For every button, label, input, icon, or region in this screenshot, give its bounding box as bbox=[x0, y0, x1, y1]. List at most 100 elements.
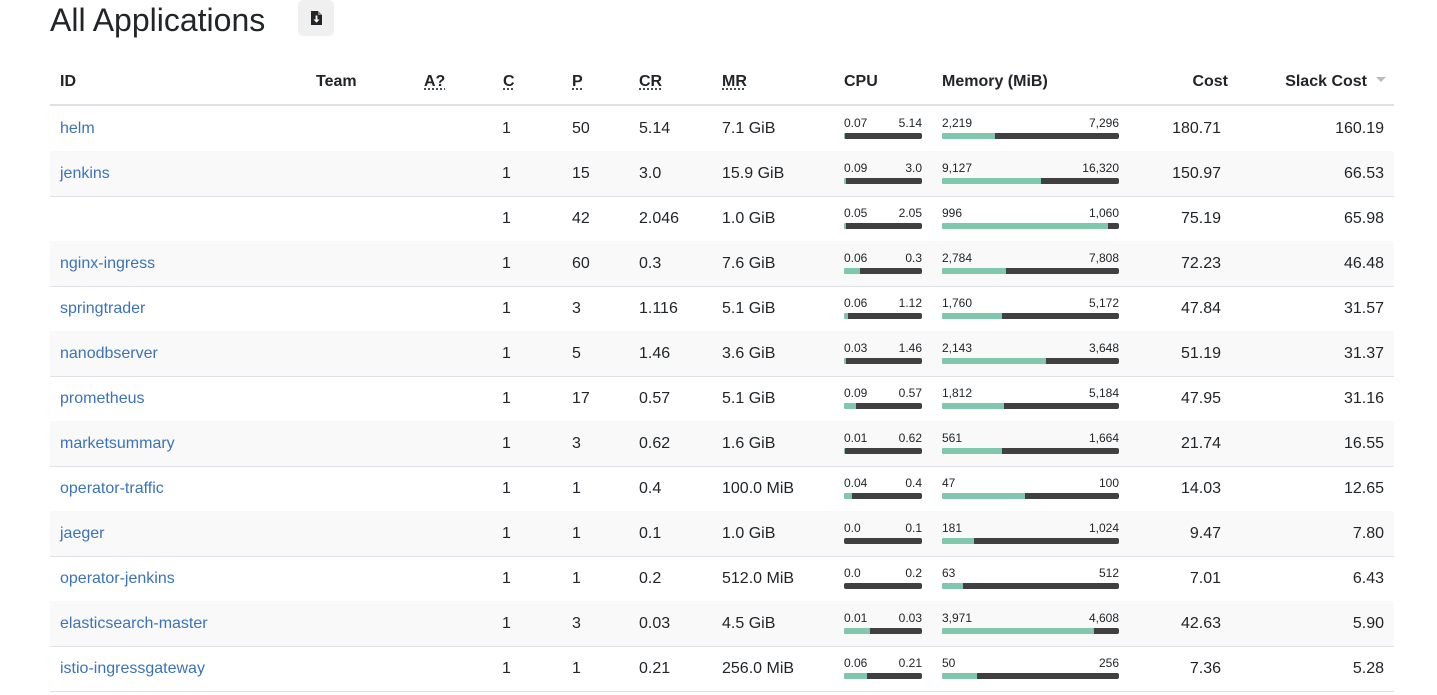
pods-cell: 42 bbox=[572, 209, 590, 227]
memory-bar-track bbox=[942, 673, 1119, 679]
clusters-cell: 1 bbox=[502, 119, 511, 137]
memory-bar-track bbox=[942, 268, 1119, 274]
header-memory[interactable]: Memory (MiB) bbox=[942, 73, 1048, 90]
pods-cell: 60 bbox=[572, 254, 590, 272]
app-id-link[interactable]: prometheus bbox=[60, 389, 145, 407]
memory-requested-value: 7,808 bbox=[1088, 251, 1119, 265]
cpu-usage-bar: 0.06 1.12 bbox=[844, 286, 922, 331]
header-cost[interactable]: Cost bbox=[1192, 73, 1228, 90]
pods-cell: 1 bbox=[572, 524, 581, 542]
cpu-requests-cell: 0.03 bbox=[639, 614, 671, 632]
memory-bar-fill bbox=[942, 313, 1003, 319]
memory-bar-fill bbox=[942, 268, 1006, 274]
cpu-bar-fill bbox=[844, 448, 846, 454]
cpu-usage-value: 0.01 bbox=[844, 611, 868, 625]
cpu-requested-value: 1.12 bbox=[898, 296, 922, 310]
header-slack-cost[interactable]: Slack Cost bbox=[1285, 73, 1367, 90]
app-id-link[interactable]: nanodbserver bbox=[60, 344, 158, 362]
clusters-cell: 1 bbox=[502, 434, 511, 452]
cpu-usage-value: 0.03 bbox=[844, 341, 868, 355]
memory-bar-fill bbox=[942, 403, 1004, 409]
table-row: 1 42 2.046 1.0 GiB 0.05 2.05 996 1,060 75.19 65.9… bbox=[50, 196, 1394, 242]
cost-cell: 47.84 bbox=[1180, 299, 1221, 317]
cost-cell: 180.71 bbox=[1172, 119, 1221, 137]
memory-requests-cell: 256.0 MiB bbox=[722, 659, 795, 677]
app-id-link[interactable]: jaeger bbox=[60, 524, 105, 542]
cpu-usage-value: 0.06 bbox=[844, 296, 868, 310]
memory-usage-bar: 1,812 5,184 bbox=[942, 376, 1119, 421]
slack-cost-cell: 16.55 bbox=[1343, 434, 1384, 452]
cpu-usage-value: 0.06 bbox=[844, 656, 868, 670]
memory-bar-track bbox=[942, 223, 1119, 229]
cpu-usage-value: 0.0 bbox=[844, 566, 861, 580]
app-id-link[interactable]: operator-jenkins bbox=[60, 569, 175, 587]
pods-cell: 3 bbox=[572, 299, 581, 317]
memory-requests-cell: 100.0 MiB bbox=[722, 479, 795, 497]
cpu-requests-cell: 3.0 bbox=[639, 164, 662, 182]
header-clusters[interactable]: C bbox=[503, 73, 515, 90]
cost-cell: 150.97 bbox=[1172, 164, 1221, 182]
cpu-requested-value: 1.46 bbox=[898, 341, 922, 355]
cpu-usage-value: 0.05 bbox=[844, 206, 868, 220]
cpu-bar-track bbox=[844, 628, 922, 634]
memory-requests-cell: 1.0 GiB bbox=[722, 524, 776, 542]
header-cpu[interactable]: CPU bbox=[844, 73, 878, 90]
memory-requested-value: 3,648 bbox=[1088, 341, 1119, 355]
memory-bar-track bbox=[942, 583, 1119, 589]
memory-requested-value: 5,172 bbox=[1088, 296, 1119, 310]
cost-cell: 7.36 bbox=[1189, 659, 1221, 677]
pods-cell: 5 bbox=[572, 344, 581, 362]
pods-cell: 1 bbox=[572, 569, 581, 587]
app-id-link[interactable]: helm bbox=[60, 119, 95, 137]
cost-cell: 7.01 bbox=[1189, 569, 1221, 587]
memory-bar-fill bbox=[942, 673, 978, 679]
slack-cost-cell: 46.48 bbox=[1343, 254, 1384, 272]
header-id[interactable]: ID bbox=[60, 73, 76, 90]
pods-cell: 15 bbox=[572, 164, 590, 182]
pods-cell: 1 bbox=[572, 479, 581, 497]
cpu-bar-track bbox=[844, 178, 922, 184]
cpu-usage-bar: 0.09 3.0 bbox=[844, 151, 922, 196]
header-team[interactable]: Team bbox=[316, 73, 357, 90]
header-memory-requests[interactable]: MR bbox=[722, 73, 747, 90]
slack-cost-cell: 31.37 bbox=[1343, 344, 1384, 362]
clusters-cell: 1 bbox=[502, 569, 511, 587]
memory-usage-bar: 561 1,664 bbox=[942, 421, 1119, 466]
cpu-bar-fill bbox=[844, 403, 857, 409]
app-id-link[interactable]: jenkins bbox=[60, 164, 110, 182]
cpu-requested-value: 0.57 bbox=[898, 386, 922, 400]
memory-usage-bar: 63 512 bbox=[942, 556, 1119, 601]
memory-usage-bar: 2,784 7,808 bbox=[942, 241, 1119, 286]
cpu-bar-fill bbox=[844, 133, 846, 139]
memory-requests-cell: 4.5 GiB bbox=[722, 614, 776, 632]
slack-cost-cell: 66.53 bbox=[1343, 164, 1384, 182]
memory-bar-track bbox=[942, 178, 1119, 184]
cpu-usage-bar: 0.06 0.21 bbox=[844, 646, 922, 691]
export-button[interactable] bbox=[298, 0, 334, 36]
app-id-link[interactable]: operator-traffic bbox=[60, 479, 164, 497]
app-id-link[interactable]: elasticsearch-master bbox=[60, 614, 208, 632]
cpu-bar-track bbox=[844, 313, 922, 319]
app-id-link[interactable]: nginx-ingress bbox=[60, 254, 156, 272]
clusters-cell: 1 bbox=[502, 659, 511, 677]
cpu-requests-cell: 0.21 bbox=[639, 659, 671, 677]
header-cpu-requests[interactable]: CR bbox=[639, 73, 663, 90]
header-active[interactable]: A? bbox=[424, 73, 446, 90]
cost-cell: 47.95 bbox=[1180, 389, 1221, 407]
slack-cost-cell: 6.43 bbox=[1352, 569, 1384, 587]
cpu-bar-fill bbox=[844, 268, 860, 274]
memory-requests-cell: 15.9 GiB bbox=[722, 164, 785, 182]
table-row: elasticsearch-master 1 3 0.03 4.5 GiB 0.01 0.0… bbox=[50, 601, 1394, 647]
cpu-bar-fill bbox=[844, 178, 847, 184]
app-id-link[interactable]: springtrader bbox=[60, 299, 146, 317]
memory-usage-value: 1,812 bbox=[942, 386, 973, 400]
cpu-requests-cell: 1.46 bbox=[639, 344, 671, 362]
cpu-requests-cell: 0.3 bbox=[639, 254, 662, 272]
app-id-link[interactable]: istio-ingressgateway bbox=[60, 659, 205, 677]
header-pods[interactable]: P bbox=[572, 73, 583, 90]
memory-requests-cell: 512.0 MiB bbox=[722, 569, 795, 587]
app-id-link[interactable]: marketsummary bbox=[60, 434, 175, 452]
cpu-requested-value: 0.2 bbox=[905, 566, 922, 580]
cpu-requests-cell: 1.116 bbox=[639, 299, 678, 317]
memory-bar-track bbox=[942, 493, 1119, 499]
